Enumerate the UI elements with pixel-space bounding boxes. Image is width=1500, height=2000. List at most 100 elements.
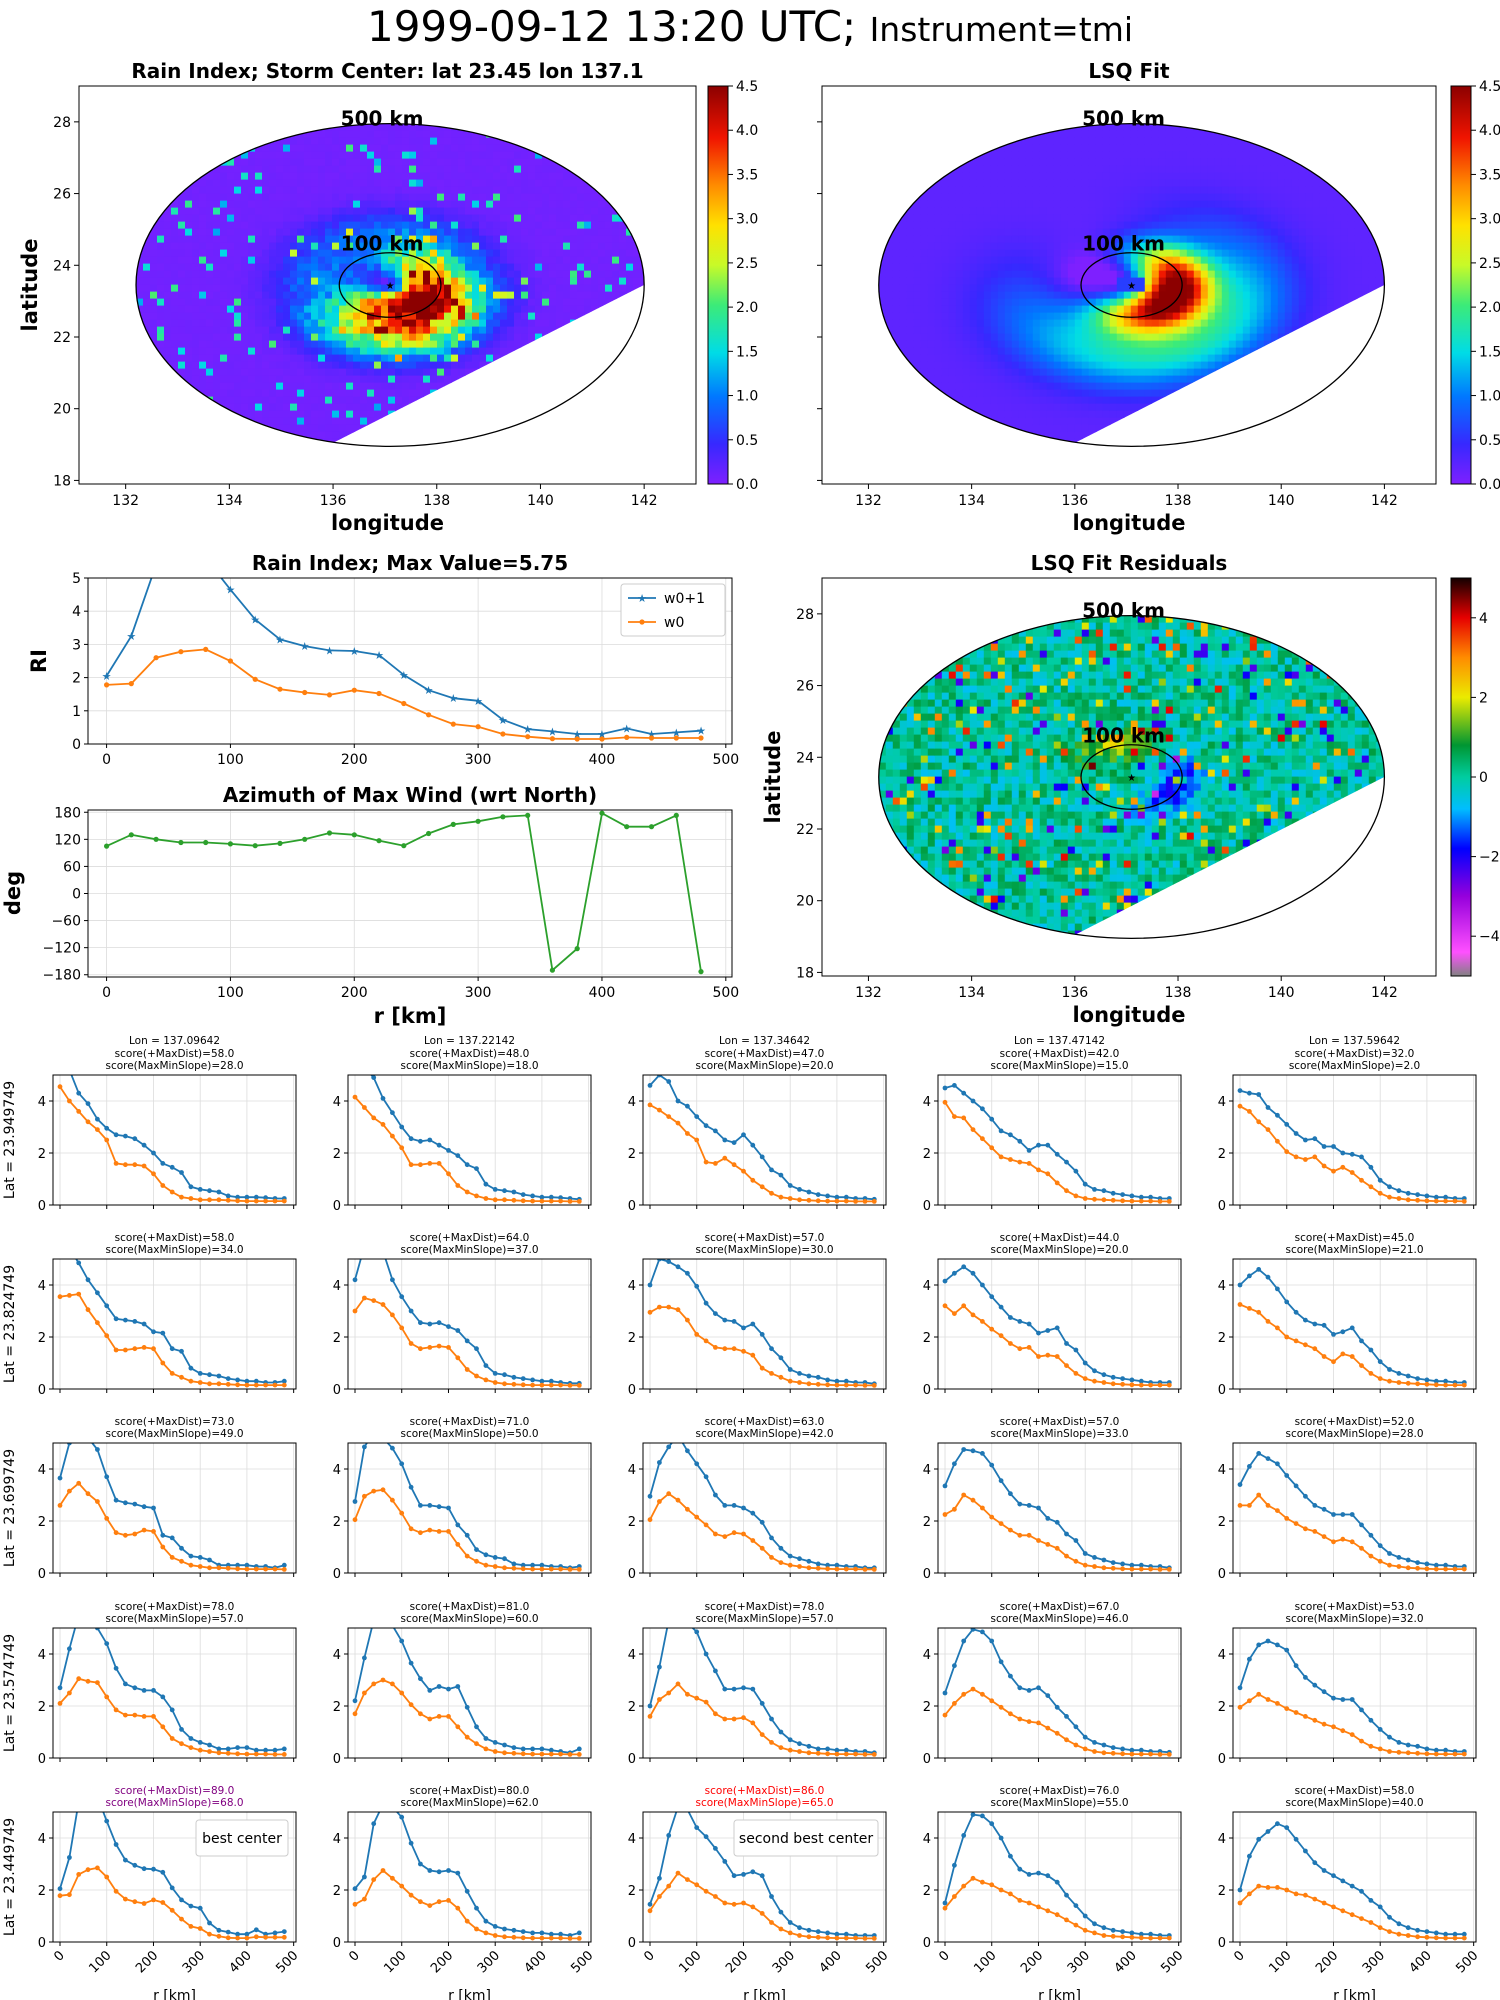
grid-cell-r0-c1-point bbox=[408, 1162, 414, 1168]
grid-cell-r2-c1-point bbox=[418, 1503, 423, 1508]
grid-cell-r0-c0-point bbox=[113, 1132, 119, 1138]
grid-cell-r3-c4-point bbox=[1359, 1738, 1364, 1744]
grid-cell-r1-c4-point bbox=[1396, 1380, 1402, 1385]
grid-cell-r2-c2-point bbox=[759, 1545, 765, 1551]
grid-cell-r4-c2-point bbox=[647, 1901, 653, 1907]
azimuth-chart-point bbox=[549, 967, 556, 973]
grid-cell-r4-c1-point bbox=[455, 1870, 461, 1876]
rain-profile-chart-ytick-label: 2 bbox=[72, 671, 81, 687]
lsq-map-label-500km: 500 km bbox=[1082, 107, 1165, 131]
grid-cell-r0-c2: 024 bbox=[628, 1074, 887, 1214]
grid-cell-r0-c0-series-w0p1 bbox=[70, 1075, 285, 1200]
grid-cell-r0-c0-point bbox=[207, 1188, 212, 1194]
grid-cell-r3-c4-point bbox=[1349, 1732, 1355, 1737]
grid-cell-r3-c2-point bbox=[694, 1629, 700, 1635]
grid-cell-r4-c0-point bbox=[67, 1855, 72, 1860]
grid-cell-r1-c1-point bbox=[567, 1383, 573, 1388]
grid-cell-r3-c3-frame bbox=[937, 1627, 1182, 1759]
grid-cell-r2-c0-point bbox=[179, 1558, 184, 1564]
azimuth-chart-ytick-label: 0 bbox=[72, 887, 81, 903]
grid-cell-r0-c1-score-maxdist: score(+MaxDist)=48.0 bbox=[410, 1048, 530, 1060]
grid-cell-r1-c2-point bbox=[806, 1373, 812, 1379]
grid-cell-r2-c3-point bbox=[1110, 1560, 1116, 1565]
grid-cell-r4-c4-point bbox=[1312, 1860, 1318, 1866]
rain-map-xtick-label: 132 bbox=[112, 493, 139, 509]
grid-cell-r4-c1-ytick-label: 0 bbox=[333, 1936, 341, 1951]
grid-cell-r1-c4-point bbox=[1424, 1381, 1430, 1387]
grid-cell-r1-c1-point bbox=[446, 1324, 451, 1329]
grid-cell-r0-c0-point bbox=[151, 1150, 156, 1156]
grid-cell-r1-c1-point bbox=[492, 1380, 498, 1385]
grid-cell-r3-c0-series-w0 bbox=[59, 1677, 285, 1756]
grid-cell-r2-c0-point bbox=[123, 1500, 128, 1506]
grid-cell-r3-c0-frame bbox=[52, 1627, 297, 1759]
grid-cell-r3-c3-point bbox=[1073, 1724, 1079, 1730]
grid-cell-r0-c1-point bbox=[558, 1198, 563, 1204]
grid-cell-r2-c1-series-w0p1 bbox=[354, 1443, 580, 1569]
rain-profile-chart-point: ★ bbox=[572, 728, 582, 741]
grid-cell-r4-c3-score-maxdist: score(+MaxDist)=76.0 bbox=[1000, 1785, 1120, 1797]
grid-cell-r0-c1-point bbox=[502, 1197, 507, 1203]
grid-cell-r1-c4-point bbox=[1340, 1351, 1346, 1357]
grid-cell-r2-c4-point bbox=[1461, 1566, 1467, 1572]
grid-cell-r3-c3-point bbox=[1026, 1719, 1032, 1724]
grid-cell-r3-c2-point bbox=[815, 1750, 821, 1756]
grid-cell-r4-c0-point bbox=[123, 1896, 128, 1902]
grid-cell-r1-c3-point bbox=[970, 1312, 976, 1318]
grid-cell-r0-c4-point bbox=[1443, 1194, 1448, 1200]
rain-profile-chart: ★★★★ ★★★★★ ★ ★ ★★★★ ★★★ ★ ★ ★ ★ ★ ★ ★0 100 200 300 400 50… bbox=[72, 571, 739, 768]
grid-cell-r2-c0-point bbox=[235, 1562, 241, 1568]
grid-cell-r0-c3-point bbox=[998, 1154, 1004, 1160]
grid-cell-r0-c3-series-w0 bbox=[944, 1101, 1170, 1203]
grid-cell-r4-c1-point bbox=[483, 1918, 489, 1924]
grid-cell-r1-c2-point bbox=[797, 1371, 802, 1376]
residual-map-label-500km: 500 km bbox=[1082, 599, 1165, 623]
grid-cell-r2-c2-point bbox=[676, 1433, 681, 1438]
grid-cell-r4-c3-point bbox=[1157, 1935, 1163, 1941]
grid-cell-r4-c4-point bbox=[1405, 1925, 1411, 1931]
grid-cell-r2-c4-point bbox=[1405, 1565, 1411, 1571]
grid-cell-r0-c4-point bbox=[1284, 1149, 1290, 1155]
grid-cell-r2-c4: 024 bbox=[1218, 1442, 1477, 1582]
grid-cell-r4-c0-legend-box bbox=[195, 1819, 289, 1857]
grid-cell-r4-c0-point bbox=[188, 1903, 194, 1909]
rain-map-title: Rain Index; Storm Center: lat 23.45 lon … bbox=[131, 59, 643, 83]
grid-cell-r4-c3-point bbox=[1064, 1892, 1069, 1898]
rain-profile-chart-series-w0 bbox=[106, 648, 701, 740]
grid-cell-r3-c1-point bbox=[530, 1746, 535, 1752]
grid-cell-r3-c0-point bbox=[169, 1707, 175, 1713]
grid-cell-r1-c0-point bbox=[113, 1347, 119, 1353]
grid-cell-r3-c4-point bbox=[1312, 1717, 1318, 1723]
grid-cell-r4-c4-xlabel: r [km] bbox=[1333, 1988, 1376, 2000]
grid-cell-r2-c3-point bbox=[980, 1451, 985, 1456]
grid-cell-r2-c0-point bbox=[207, 1557, 212, 1563]
grid-cell-r4-c4-point bbox=[1424, 1934, 1430, 1940]
grid-cell-r2-c0-point bbox=[113, 1497, 119, 1503]
grid-cell-r4-c3-point bbox=[1054, 1912, 1060, 1918]
grid-cell-r2-c1-point bbox=[446, 1529, 451, 1534]
grid-cell-r0-c3-point bbox=[998, 1128, 1004, 1134]
grid-cell-r0-c3-point bbox=[970, 1098, 976, 1104]
grid-cell-r3-c2-point bbox=[834, 1747, 840, 1753]
grid-cell-r4-c0-series-w0p1 bbox=[59, 1812, 285, 1936]
grid-cell-r4-c4-ytick-label: 2 bbox=[1218, 1884, 1226, 1899]
grid-cell-r2-c3-point bbox=[1054, 1545, 1060, 1551]
grid-cell-r0-c1-point bbox=[427, 1161, 433, 1166]
grid-cell-r4-c0-point bbox=[207, 1920, 212, 1926]
grid-cell-r3-c0-ytick-label: 4 bbox=[38, 1648, 46, 1663]
grid-cell-r0-c0-point bbox=[58, 1062, 63, 1067]
grid-cell-r0-c0-point bbox=[76, 1109, 82, 1114]
grid-cell-r4-c2-point bbox=[843, 1935, 849, 1941]
rain-profile-chart-point: ★ bbox=[523, 723, 533, 736]
grid-cell-r0-c0-point bbox=[225, 1193, 231, 1199]
grid-cell-r2-c2-point bbox=[722, 1503, 728, 1508]
grid-cell-r3-c2-point bbox=[741, 1685, 746, 1691]
grid-cell-r4-c4-point bbox=[1368, 1920, 1374, 1925]
grid-cell-r4-c1-point bbox=[502, 1934, 507, 1940]
grid-cell-r1-c2-point bbox=[843, 1378, 849, 1384]
grid-cell-r4-c0-frame bbox=[52, 1811, 297, 1943]
grid-cell-r1-c2-point bbox=[778, 1355, 784, 1361]
grid-cell-r2-c3-point bbox=[998, 1521, 1004, 1526]
rain-profile-chart-frame bbox=[87, 577, 733, 745]
grid-cell-r3-c0-point bbox=[132, 1685, 138, 1691]
